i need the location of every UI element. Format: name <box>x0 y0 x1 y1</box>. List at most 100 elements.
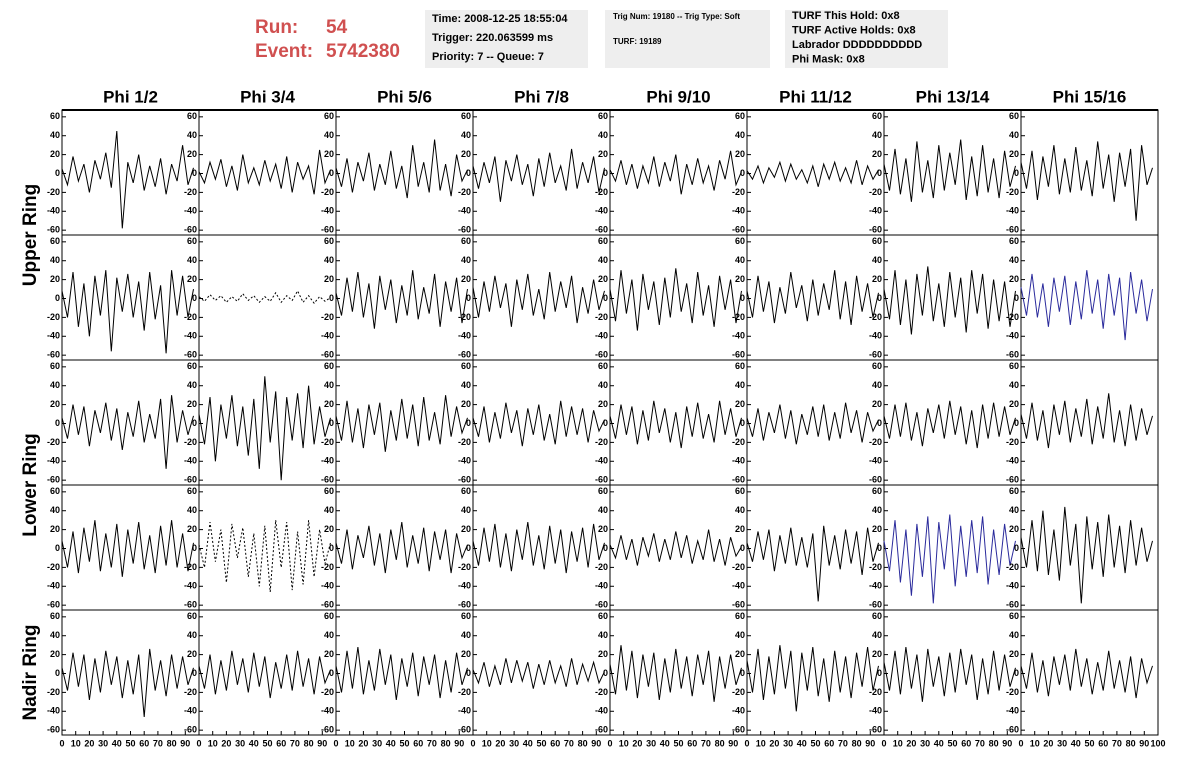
x-tick-label: 20 <box>84 738 94 748</box>
y-tick-label: -20 <box>458 312 471 322</box>
y-tick-label: 40 <box>1009 630 1019 640</box>
info-box <box>425 10 588 68</box>
y-tick-label: -40 <box>321 456 334 466</box>
y-tick-label: 40 <box>598 130 608 140</box>
x-tick-label: 50 <box>125 738 135 748</box>
y-tick-label: -40 <box>869 706 882 716</box>
x-tick-label: 60 <box>687 738 697 748</box>
pad-frame <box>609 484 748 611</box>
y-tick-label: 40 <box>1009 130 1019 140</box>
x-tick-label: 40 <box>249 738 259 748</box>
y-tick-label: 20 <box>187 649 197 659</box>
y-tick-label: 40 <box>1009 255 1019 265</box>
y-tick-label: 20 <box>50 274 60 284</box>
y-tick-label: -40 <box>184 206 197 216</box>
x-tick-label: 40 <box>523 738 533 748</box>
y-tick-label: 0 <box>740 418 745 428</box>
column-header: Phi 15/16 <box>1053 87 1127 106</box>
y-tick-label: 0 <box>603 668 608 678</box>
waveform <box>609 645 742 702</box>
x-tick-label: 10 <box>71 738 81 748</box>
pad-frame <box>472 234 611 361</box>
y-tick-label: -60 <box>458 350 471 360</box>
x-tick-label: 20 <box>1043 738 1053 748</box>
y-tick-label: -60 <box>458 600 471 610</box>
y-tick-label: 60 <box>872 361 882 371</box>
y-tick-label: 60 <box>1009 361 1019 371</box>
y-tick-label: -20 <box>869 687 882 697</box>
y-tick-label: -60 <box>1006 725 1019 735</box>
y-tick-label: 40 <box>50 630 60 640</box>
y-tick-label: -60 <box>869 475 882 485</box>
y-tick-label: -20 <box>1006 437 1019 447</box>
y-tick-label: 60 <box>461 611 471 621</box>
y-tick-label: 20 <box>324 524 334 534</box>
y-tick-label: 40 <box>598 380 608 390</box>
x-tick-label: 80 <box>1126 738 1136 748</box>
waveform <box>1020 506 1153 604</box>
y-tick-label: -20 <box>321 312 334 322</box>
y-tick-label: 20 <box>598 274 608 284</box>
y-tick-label: 60 <box>735 111 745 121</box>
pad-frame <box>883 109 1022 236</box>
y-tick-label: -20 <box>458 437 471 447</box>
y-tick-label: -20 <box>869 562 882 572</box>
y-tick-label: 60 <box>187 486 197 496</box>
x-tick-label: 50 <box>810 738 820 748</box>
y-tick-label: -20 <box>321 562 334 572</box>
y-tick-label: 40 <box>324 630 334 640</box>
y-tick-label: 20 <box>735 274 745 284</box>
y-tick-label: 60 <box>735 361 745 371</box>
waveform <box>472 400 605 447</box>
y-tick-label: 60 <box>735 611 745 621</box>
y-tick-label: -40 <box>869 456 882 466</box>
y-tick-label: -60 <box>321 350 334 360</box>
y-tick-label: -20 <box>1006 312 1019 322</box>
y-tick-label: -60 <box>595 725 608 735</box>
y-tick-label: 20 <box>735 649 745 659</box>
y-tick-label: -20 <box>595 687 608 697</box>
x-tick-label: 80 <box>852 738 862 748</box>
y-tick-label: 40 <box>187 505 197 515</box>
y-tick-label: 0 <box>740 293 745 303</box>
run-label: Run: <box>255 17 298 38</box>
y-tick-label: -60 <box>1006 475 1019 485</box>
y-tick-label: -60 <box>595 600 608 610</box>
y-tick-label: 60 <box>598 486 608 496</box>
x-tick-label: 70 <box>153 738 163 748</box>
y-tick-label: 20 <box>1009 524 1019 534</box>
waveform <box>335 270 468 329</box>
y-tick-label: -20 <box>595 562 608 572</box>
y-tick-label: -20 <box>732 437 745 447</box>
pad-frame <box>1020 109 1159 236</box>
y-tick-label: 60 <box>461 111 471 121</box>
y-tick-label: -20 <box>458 687 471 697</box>
y-tick-label: 0 <box>466 418 471 428</box>
y-tick-label: 0 <box>603 293 608 303</box>
y-tick-label: 40 <box>735 380 745 390</box>
waveform <box>335 522 468 574</box>
y-tick-label: 60 <box>598 111 608 121</box>
y-tick-label: 40 <box>187 380 197 390</box>
y-tick-label: 60 <box>324 236 334 246</box>
y-tick-label: 60 <box>50 236 60 246</box>
event-value: 5742380 <box>326 41 400 62</box>
waveform <box>335 647 468 700</box>
y-tick-label: -20 <box>321 437 334 447</box>
y-tick-label: 20 <box>872 524 882 534</box>
y-tick-label: -60 <box>321 600 334 610</box>
waveform <box>472 272 605 327</box>
y-tick-label: 0 <box>466 543 471 553</box>
y-tick-label: -60 <box>732 725 745 735</box>
y-tick-label: -40 <box>458 581 471 591</box>
y-tick-label: 0 <box>192 543 197 553</box>
y-tick-label: 40 <box>324 380 334 390</box>
y-tick-label: -40 <box>458 456 471 466</box>
info-text: Trig Num: 19180 -- Trig Type: Soft <box>613 12 740 21</box>
x-tick-label: 40 <box>1071 738 1081 748</box>
y-tick-label: 60 <box>50 611 60 621</box>
y-tick-label: 20 <box>1009 649 1019 659</box>
y-tick-label: 20 <box>735 149 745 159</box>
y-tick-label: -60 <box>1006 350 1019 360</box>
